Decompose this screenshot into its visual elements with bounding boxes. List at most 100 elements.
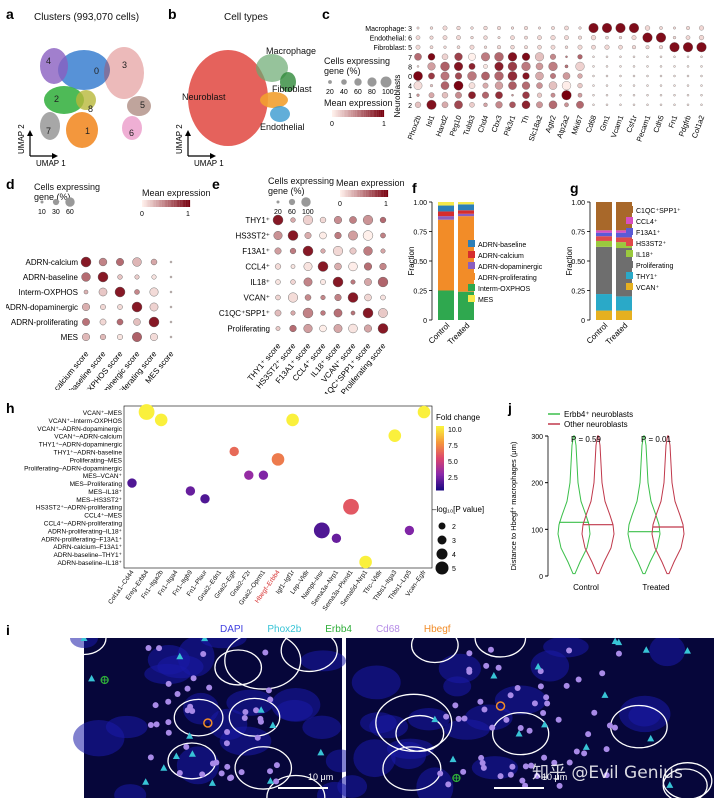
stacked-bar-segment [596,236,612,241]
cd68-spot [541,754,548,761]
size-legend-dot [276,200,280,204]
dotplot-dot [646,74,649,78]
dotplot-dot [646,103,649,106]
cell-boundary [266,774,326,798]
dotplot-dot [659,45,663,50]
cd68-spot [551,759,558,766]
gene-label: Fn1 [666,114,679,129]
score-dot [349,216,357,224]
dapi-nucleus [70,638,98,648]
panel-j: 0 100 200 300 Distance to Hbegf⁺ macrophages… [506,406,718,600]
cd68-spot [489,724,496,731]
cd68-spot [503,716,510,723]
legend-swatch [626,272,633,279]
dotplot-dot [632,103,636,106]
score-dot [303,323,313,334]
size-legend-dot [354,78,362,86]
dapi-nucleus [176,746,220,785]
neuroblast-fraction-chart: 00.250.500.751.00FractionControlTreatedA… [407,200,543,347]
gene-label: Gm1 [598,114,612,132]
gene-label: Pik3r1 [502,114,518,137]
y-axis-label: Distance to Hbegf⁺ macrophages (μm) [509,441,518,570]
phox2b-marker [534,662,542,670]
dotplot-dot [428,92,435,99]
dotplot-dot [578,35,582,40]
cd68-spot [184,707,191,714]
cluster-7-blob [40,112,60,140]
stacked-bar-segment [596,294,612,311]
cd68-spot [262,649,269,656]
violin-shape [651,435,685,575]
dotplot-dot [535,71,544,81]
score-row-label: F13A1⁺ [242,247,270,256]
size-legend-dot [288,198,296,206]
dapi-nucleus [494,685,547,715]
panel-d-color-legend-title: Mean expression [142,188,211,198]
phox2b-marker [431,715,439,723]
panel-c-label: c [322,6,330,22]
score-dot [320,310,326,316]
lr-y-label: CCL4⁺–ADRN-proliferating [44,521,123,528]
dotplot-dot [673,65,676,68]
dotplot-dot [443,45,447,49]
dotplot-dot [522,72,530,80]
score-dot [149,302,159,312]
cd68-spot [461,715,468,722]
score-row-label: ADRN-dopaminergic [6,303,78,312]
dotplot-row-label: 4 [408,84,412,91]
dotplot-dot [564,102,569,108]
lr-y-label: CCL4⁺–MES [84,513,122,520]
phox2b-marker [642,646,650,653]
dotplot-dot [605,84,609,87]
cell-boundary [375,693,453,752]
legend-swatch [626,261,633,268]
cd68-spot [543,694,550,701]
dotplot-dot [430,84,433,88]
score-dot [319,216,327,224]
cd68-spot [585,731,592,738]
y-tick-label: 0.75 [413,230,427,237]
score-dot [275,294,281,301]
dotplot-dot [577,83,583,89]
legend-swatch [626,250,633,257]
dotplot-dot [454,52,463,61]
dotplot-dot [561,90,572,101]
phox2b-marker [541,720,549,728]
cd68-spot [257,715,264,722]
cd68-spot [514,685,521,692]
stacked-bar-segment [616,296,632,311]
dotplot-dot [564,45,569,49]
dotplot-dot [659,84,663,87]
dotplot-dot [646,84,649,87]
lr-dot [417,405,431,419]
cd68-spot [224,763,231,770]
size-legend-tick: 20 [326,89,334,96]
score-dot [100,304,106,310]
dotplot-dot [551,26,555,30]
cluster-label-7: 7 [46,126,51,136]
cd68-spot [253,707,260,714]
panel-a: Clusters (993,070 cells) 4 0 2 8 1 7 3 5… [14,8,162,168]
size-legend-dot [341,79,347,85]
cd68-spot [478,754,485,761]
score-dot [98,257,108,267]
dotplot-dot [441,92,449,99]
cd68-spot [273,778,280,785]
y-tick-label: 300 [531,434,543,441]
dotplot-dot [456,25,461,31]
size-legend-dot [367,77,377,87]
size-legend-tick: 60 [66,209,74,216]
dotplot-dot [700,55,703,58]
dotplot-dot [469,44,475,50]
score-dot [289,324,297,333]
score-dot [287,230,299,241]
size-legend-dot [40,200,44,204]
dotplot-dot [469,102,475,108]
score-dot [320,294,326,301]
dotplot-dot [415,35,421,40]
dotplot-dot [483,64,488,69]
score-dot [320,248,326,254]
cd68-spot [466,650,473,657]
cd68-spot [206,684,213,691]
cell-boundary [280,638,338,673]
